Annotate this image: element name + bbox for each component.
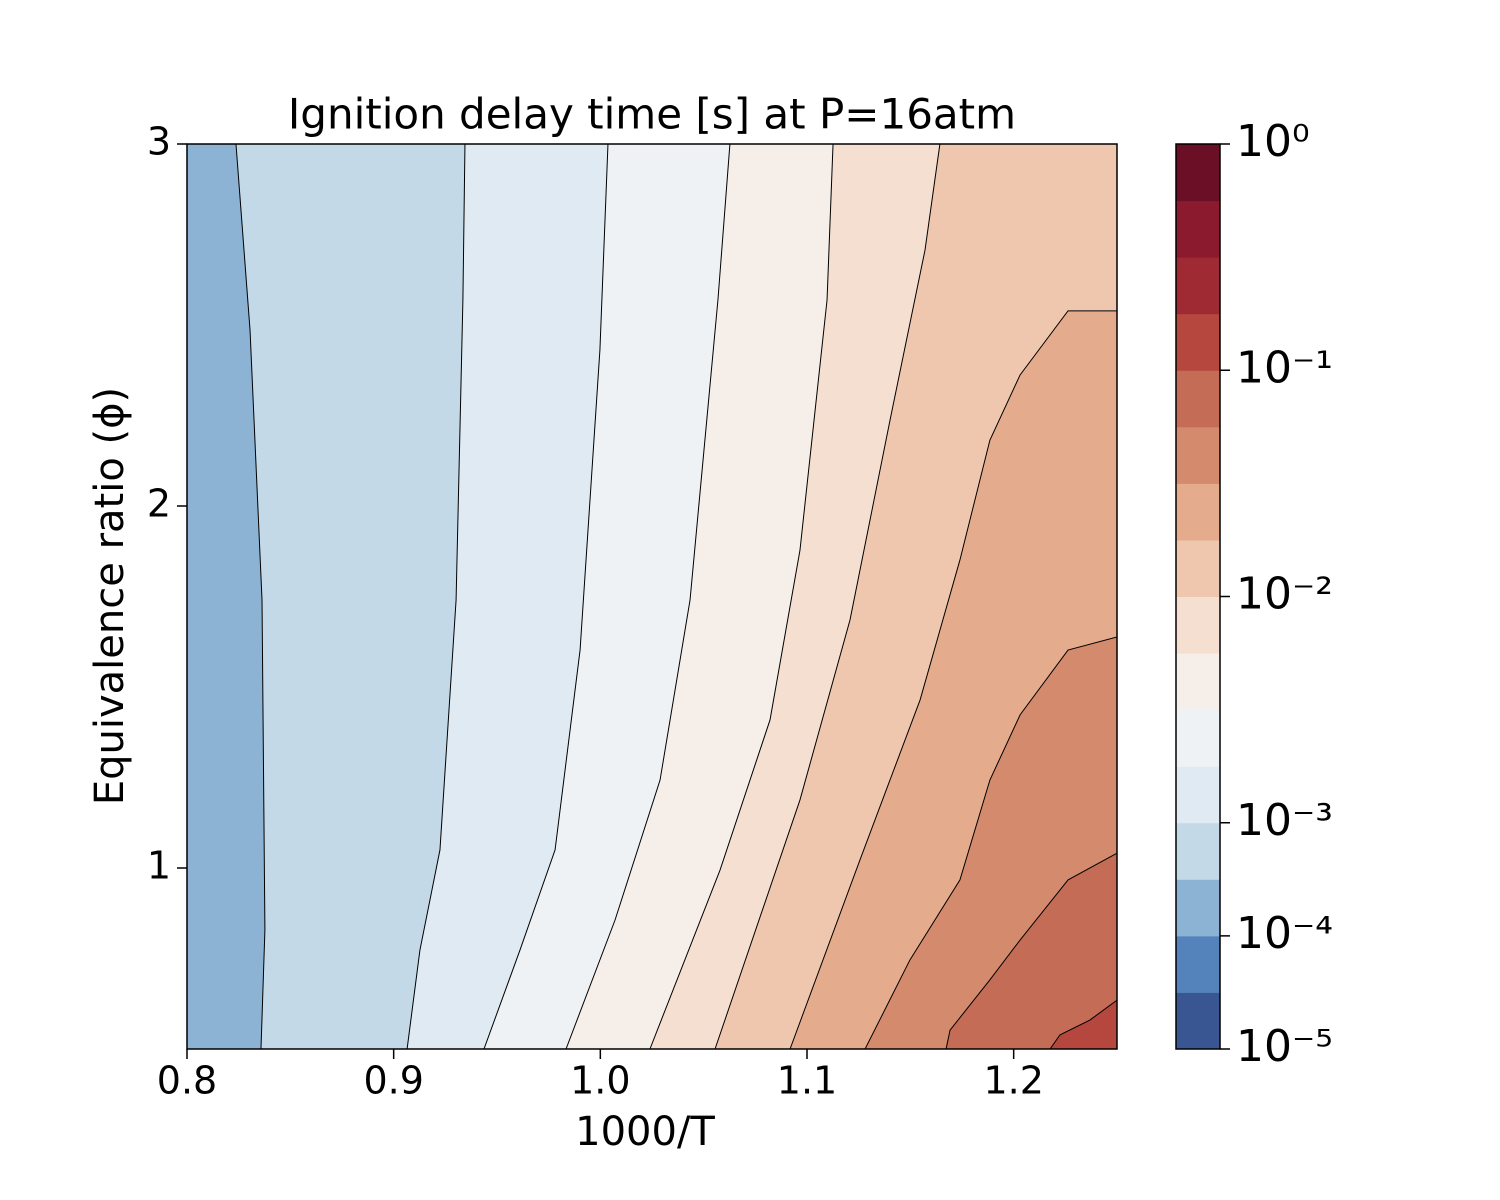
colorbar-band bbox=[1176, 200, 1220, 258]
plot-area bbox=[187, 144, 1117, 1049]
colorbar-band bbox=[1176, 709, 1220, 767]
colorbar-tick-label: 10⁻³ bbox=[1236, 795, 1333, 846]
colorbar-band bbox=[1176, 879, 1220, 937]
y-axis-label: Equivalence ratio (ϕ) bbox=[87, 387, 133, 805]
colorbar-band bbox=[1176, 313, 1220, 371]
y-tick-label: 2 bbox=[147, 482, 171, 526]
colorbar-band bbox=[1176, 596, 1220, 654]
contour-line bbox=[406, 144, 466, 1049]
x-tick-label: 1.2 bbox=[983, 1059, 1043, 1103]
plot-frame bbox=[186, 143, 1118, 1050]
colorbar-band bbox=[1176, 426, 1220, 484]
colorbar-tick-label: 10⁻⁴ bbox=[1236, 908, 1333, 959]
chart-title: Ignition delay time [s] at P=16atm bbox=[288, 90, 1016, 139]
colorbar-band bbox=[1176, 653, 1220, 711]
contour-line bbox=[483, 144, 609, 1049]
y-tick-label: 3 bbox=[147, 120, 171, 164]
contour-line bbox=[565, 144, 731, 1049]
contour-line bbox=[789, 310, 1117, 1049]
colorbar-band bbox=[1176, 935, 1220, 993]
colorbar-band bbox=[1176, 483, 1220, 541]
x-tick-label: 1.0 bbox=[570, 1059, 630, 1103]
colorbar-band bbox=[1176, 257, 1220, 315]
colorbar-tick-label: 10⁻⁵ bbox=[1236, 1021, 1333, 1072]
colorbar-tick-label: 10⁻² bbox=[1236, 569, 1333, 620]
x-tick-label: 1.1 bbox=[777, 1059, 837, 1103]
y-tick-label: 1 bbox=[147, 844, 171, 888]
contour-line bbox=[649, 144, 834, 1049]
contour-line bbox=[945, 852, 1117, 1049]
colorbar-band bbox=[1176, 144, 1220, 202]
x-tick-label: 0.8 bbox=[157, 1059, 217, 1103]
contour-band bbox=[1050, 1000, 1117, 1049]
colorbar-tick-label: 10⁰ bbox=[1236, 116, 1310, 167]
colorbar-band bbox=[1176, 766, 1220, 824]
colorbar-band bbox=[1176, 992, 1220, 1050]
contour-band bbox=[946, 853, 1117, 1049]
colorbar-band bbox=[1176, 370, 1220, 428]
contour-line bbox=[1049, 999, 1117, 1049]
x-axis-label: 1000/T bbox=[575, 1109, 715, 1155]
colorbar-tick-label: 10⁻¹ bbox=[1236, 342, 1333, 393]
contour-line bbox=[864, 636, 1117, 1049]
x-tick-label: 0.9 bbox=[363, 1059, 423, 1103]
colorbar-band bbox=[1176, 822, 1220, 880]
contour-line bbox=[714, 144, 941, 1049]
colorbar-band bbox=[1176, 539, 1220, 597]
contour-line bbox=[235, 144, 266, 1049]
